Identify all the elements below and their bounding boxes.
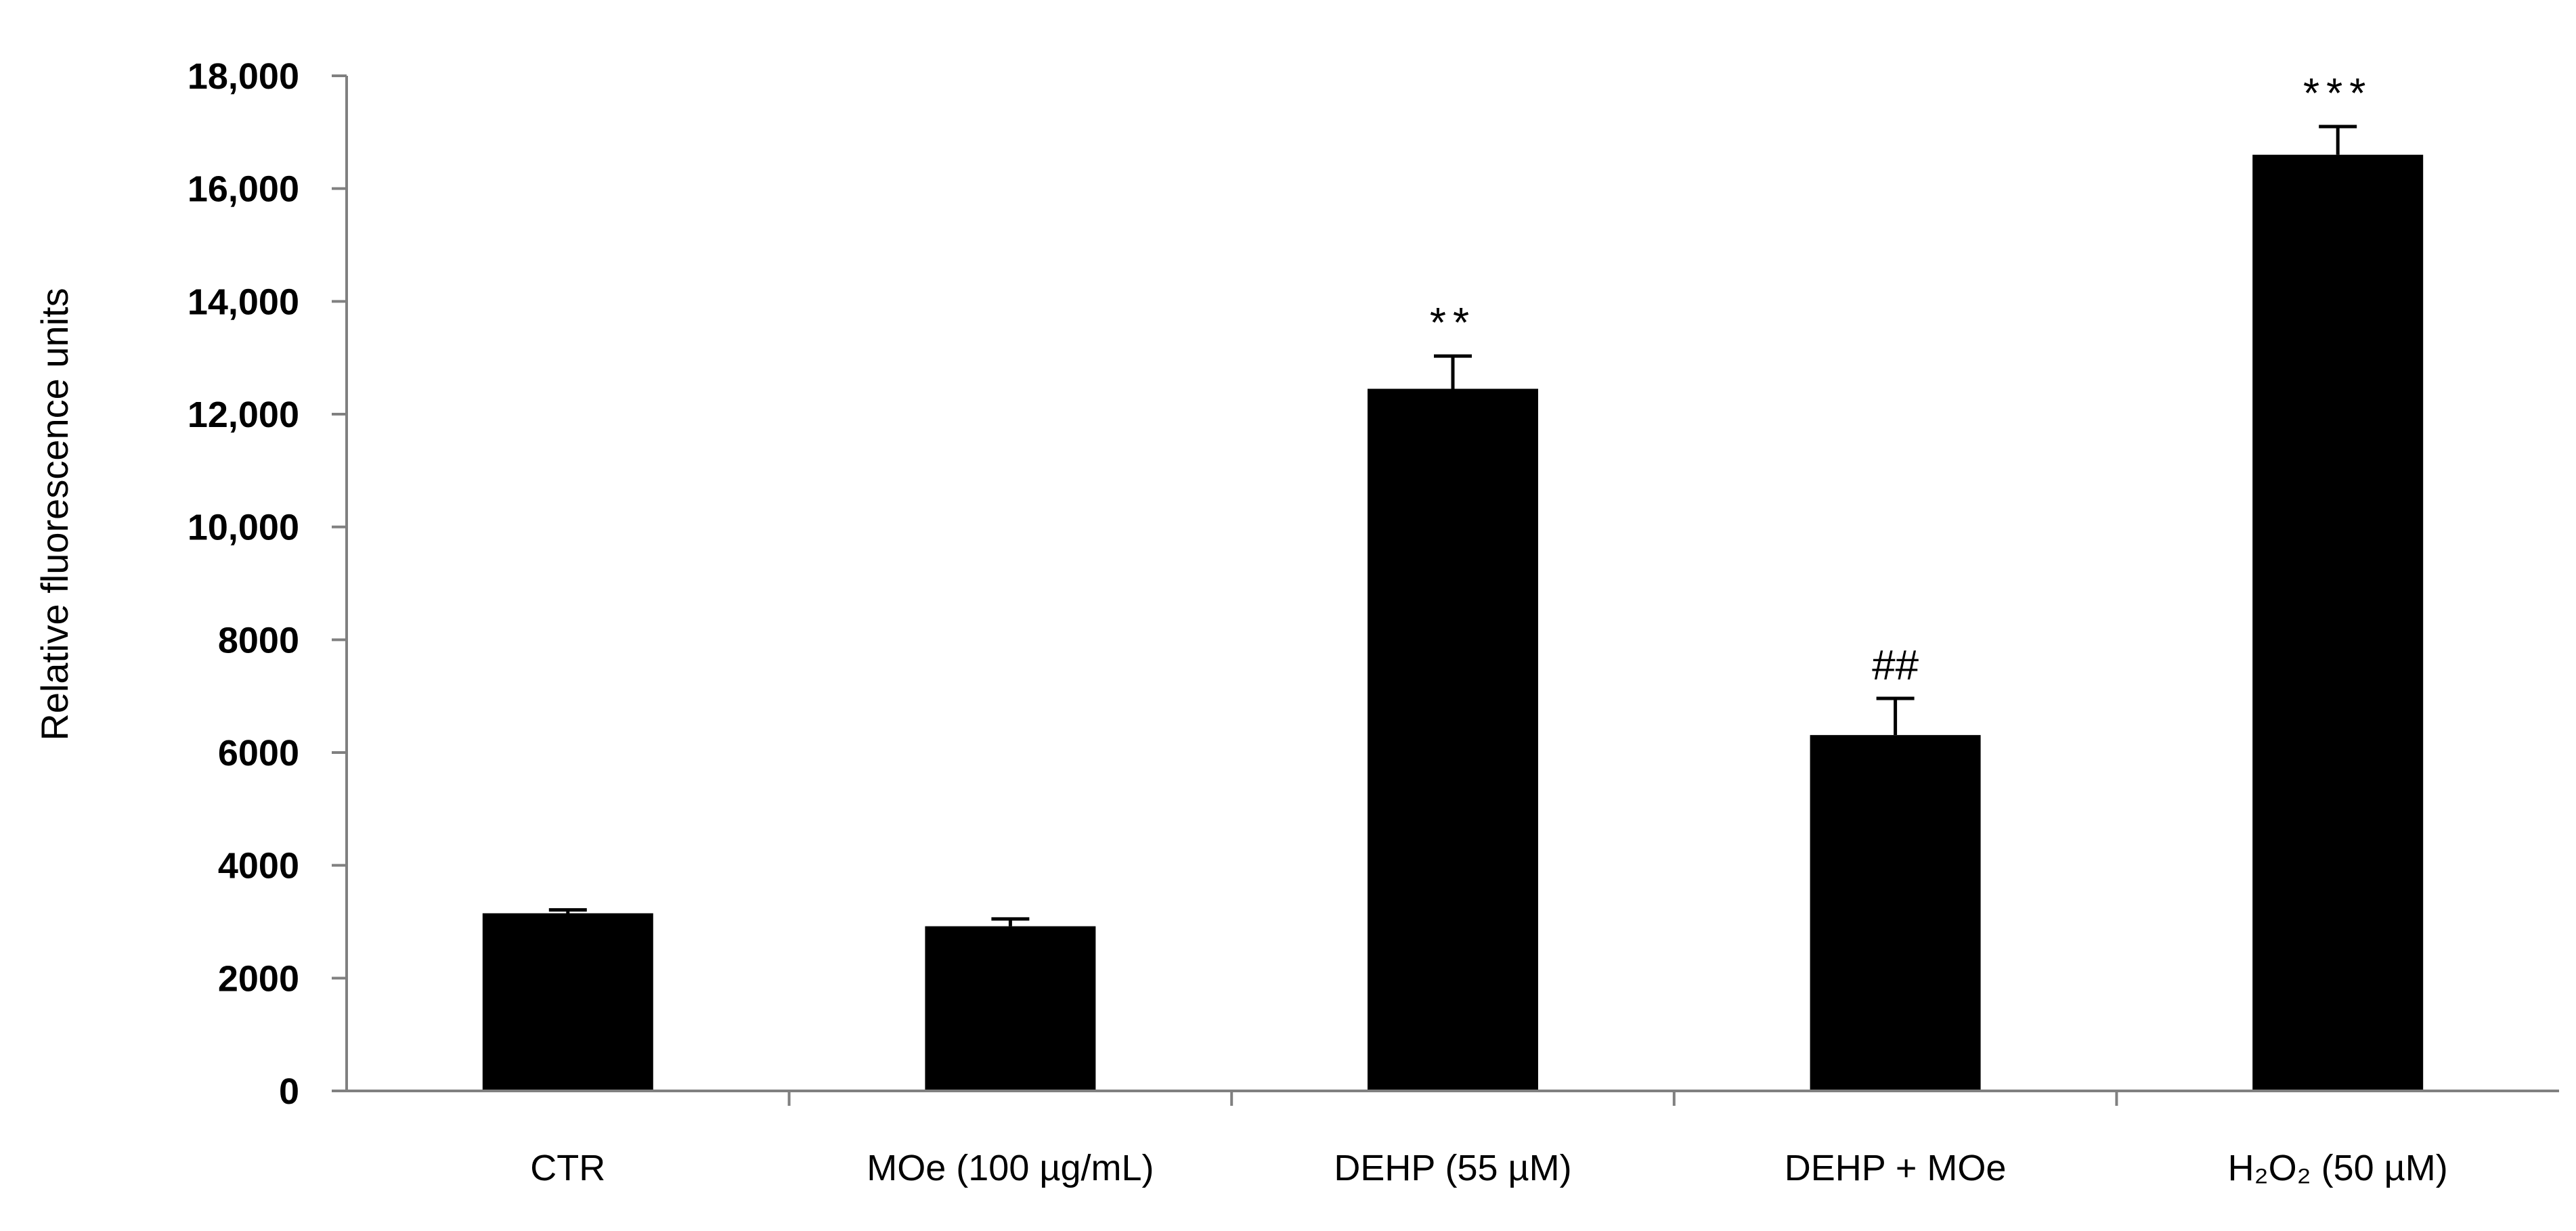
axes xyxy=(345,76,2559,1092)
x-category-label: CTR xyxy=(530,1148,605,1188)
y-tick-label: 4000 xyxy=(218,846,299,887)
y-tick-label: 8000 xyxy=(218,620,299,661)
x-axis-categories: CTR MOe (100 µg/mL) DEHP (55 µM) DEHP + MOe… xyxy=(530,1091,2448,1188)
bar xyxy=(1810,735,1981,1091)
y-tick-label: 18,000 xyxy=(188,56,299,97)
bar xyxy=(2252,154,2424,1092)
bar xyxy=(1368,388,1538,1091)
x-category-label: DEHP (55 µM) xyxy=(1334,1148,1571,1188)
y-tick-label: 10,000 xyxy=(188,508,299,548)
y-tick-label: 14,000 xyxy=(188,282,299,322)
y-tick-label: 0 xyxy=(279,1071,299,1112)
bars xyxy=(482,154,2424,1092)
y-tick-label: 12,000 xyxy=(188,395,299,435)
significance-annotations: ** ## *** xyxy=(1430,70,2372,689)
y-axis-label: Relative fluorescence units xyxy=(33,288,76,740)
significance-label: ## xyxy=(1872,642,1919,689)
y-axis-label-group: Relative fluorescence units xyxy=(33,288,76,740)
y-tick-label: 2000 xyxy=(218,958,299,999)
y-tick-label: 6000 xyxy=(218,733,299,774)
error-bars xyxy=(548,125,2357,926)
x-category-label: MOe (100 µg/mL) xyxy=(867,1148,1154,1188)
bar xyxy=(925,926,1096,1091)
x-category-label: DEHP + MOe xyxy=(1785,1148,2007,1188)
significance-label: *** xyxy=(2303,70,2372,117)
x-category-label: H₂O₂ (50 µM) xyxy=(2228,1148,2448,1188)
y-tick-label: 16,000 xyxy=(188,169,299,210)
bar xyxy=(482,913,653,1091)
significance-label: ** xyxy=(1430,300,1476,346)
y-axis-ticks: 0 2000 4000 6000 8000 10,000 12,000 14,000 16,00… xyxy=(188,56,347,1112)
